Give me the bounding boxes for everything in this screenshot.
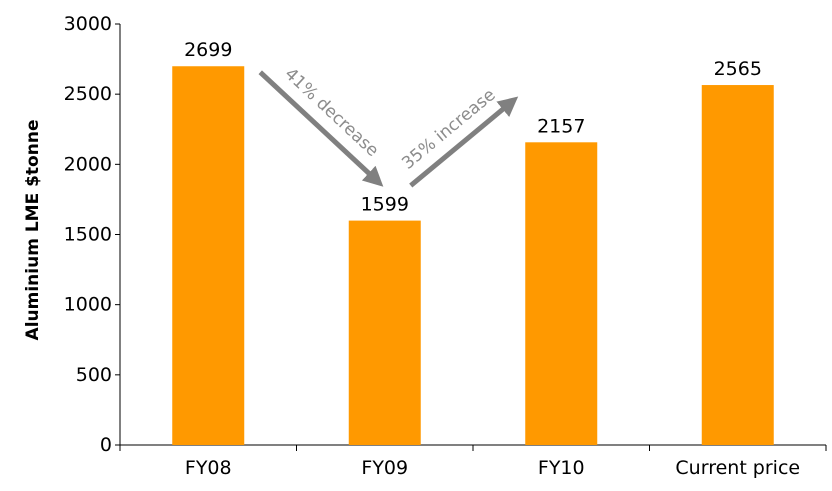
- x-tick-label: Current price: [675, 457, 800, 479]
- x-tick-label: FY10: [538, 457, 585, 479]
- y-tick-label: 3000: [64, 13, 112, 35]
- y-tick-label: 2500: [64, 83, 112, 105]
- data-label: 1599: [361, 194, 409, 216]
- bar: [348, 220, 421, 445]
- y-tick-label: 2000: [64, 153, 112, 175]
- data-label: 2565: [714, 58, 762, 80]
- bar: [172, 66, 245, 446]
- bars: [172, 66, 774, 446]
- data-label: 2699: [184, 39, 232, 61]
- x-tick-label: FY08: [185, 457, 232, 479]
- labels: 2699 FY08 1599 FY09 2157 FY10 2565 Current pric…: [184, 39, 800, 479]
- bar: [701, 85, 774, 446]
- y-tick-label: 500: [76, 364, 112, 386]
- data-label: 2157: [537, 115, 585, 137]
- annotation-label: 41% decrease: [280, 64, 382, 161]
- y-axis-label: Aluminium LME $tonne: [23, 120, 43, 341]
- y-tick-label: 0: [100, 434, 112, 456]
- y-tick-label: 1000: [64, 294, 112, 316]
- annotation-arrow: [409, 96, 519, 188]
- y-tick-label: 1500: [64, 224, 112, 246]
- bar: [525, 142, 598, 445]
- annotation-arrow: [258, 70, 384, 187]
- annotations: 41% decrease 35% increase: [258, 64, 519, 188]
- x-tick-label: FY09: [361, 457, 408, 479]
- annotation-label: 35% increase: [398, 85, 499, 174]
